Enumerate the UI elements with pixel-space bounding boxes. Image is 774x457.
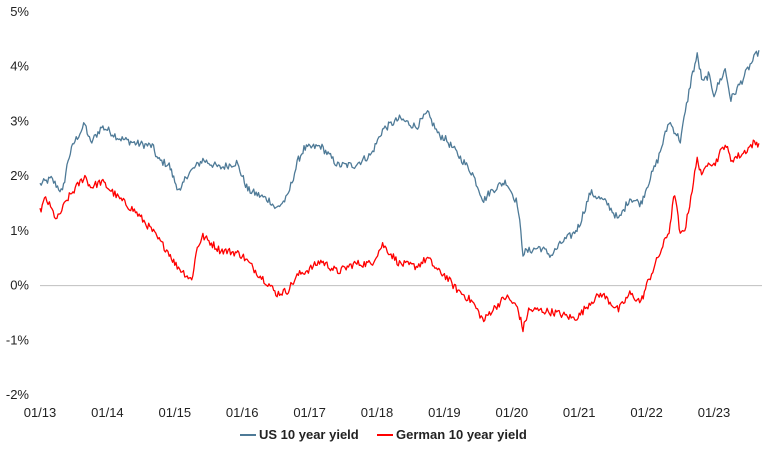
x-tick-label: 01/18: [361, 405, 394, 420]
x-tick-label: 01/22: [630, 405, 663, 420]
y-tick-label: -1%: [6, 332, 30, 347]
x-tick-label: 01/14: [91, 405, 124, 420]
x-tick-label: 01/16: [226, 405, 259, 420]
x-tick-label: 01/20: [496, 405, 529, 420]
x-tick-label: 01/17: [293, 405, 326, 420]
x-axis: 01/13 01/14 01/15 01/16 01/17 01/18 01/19 01/20…: [24, 405, 731, 420]
x-tick-label: 01/13: [24, 405, 57, 420]
y-tick-label: 1%: [10, 223, 29, 238]
legend-label-1: German 10 year yield: [396, 427, 527, 442]
x-tick-label: 01/21: [563, 405, 596, 420]
x-tick-label: 01/15: [159, 405, 192, 420]
x-tick-label: 01/19: [428, 405, 461, 420]
x-tick-label: 01/23: [698, 405, 731, 420]
y-tick-label: 0%: [10, 278, 29, 293]
y-tick-label: 5%: [10, 4, 29, 19]
y-axis: -2% -1% 0% 1% 2% 3% 4% 5%: [6, 4, 30, 402]
y-tick-label: -2%: [6, 387, 30, 402]
series-line-0: [39, 50, 760, 258]
y-tick-label: 3%: [10, 113, 29, 128]
series-line-1: [39, 139, 760, 333]
series-lines: [39, 50, 760, 333]
y-tick-label: 2%: [10, 168, 29, 183]
y-tick-label: 4%: [10, 59, 29, 74]
legend: US 10 year yield German 10 year yield: [240, 427, 527, 442]
legend-label-0: US 10 year yield: [259, 427, 359, 442]
